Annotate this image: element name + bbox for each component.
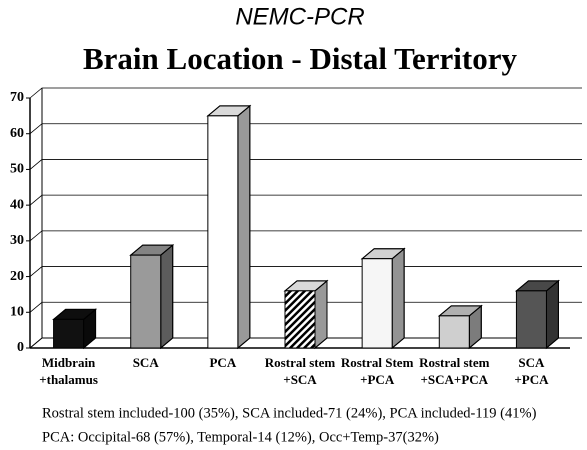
bar-front (284, 290, 316, 349)
x-tick-label: Rostral stem +SCA+PCA (419, 355, 490, 387)
grid-line (29, 230, 582, 242)
y-tick-label: 70 (10, 90, 24, 105)
note: PCA: Occipital-68 (57%), Temporal-14 (12… (42, 429, 439, 445)
x-tick-label: Rostral Stem +PCA (341, 355, 414, 387)
chart-subtitle: NEMC-PCR (235, 3, 364, 30)
x-tick-label: SCA +PCA (514, 355, 549, 387)
x-tick-label-line: SCA (518, 355, 545, 370)
grid-line (29, 266, 582, 277)
bar (437, 304, 483, 350)
y-tick-label: 40 (10, 197, 24, 212)
y-tick-label: 30 (10, 233, 24, 248)
x-tick-label-line: +SCA (283, 372, 317, 387)
x-tick-label: Midbrain +thalamus (39, 355, 98, 387)
bar-side-shade (314, 279, 328, 350)
x-tick-label: SCA (133, 355, 160, 370)
x-tick-label-line: Rostral Stem (341, 355, 414, 370)
bar-side-shade (237, 104, 251, 350)
bar-front (130, 254, 162, 349)
y-tick-label: 0 (17, 340, 24, 355)
x-tick-label-line: Midbrain (42, 355, 96, 370)
grid-line (29, 123, 582, 135)
bar-front (53, 318, 85, 349)
bar-side-shade (160, 244, 174, 350)
x-tick-label: PCA (209, 355, 236, 370)
y-tick-label: 10 (10, 305, 24, 320)
y-tick-label: 60 (10, 126, 24, 141)
note: Rostral stem included-100 (35%), SCA inc… (42, 405, 537, 421)
bar-front (207, 115, 239, 349)
grid-line (29, 194, 582, 206)
x-tick-label-line: +PCA (514, 372, 549, 387)
grid-line (29, 159, 582, 170)
bar (206, 104, 252, 350)
bar (283, 279, 329, 350)
x-tick-label-line: Rostral stem (419, 355, 490, 370)
bar-side-shade (391, 247, 405, 350)
bar-front (438, 315, 470, 349)
x-tick-label-line: +SCA+PCA (421, 372, 489, 387)
bar-front (515, 290, 547, 349)
x-tick-label-line: +thalamus (39, 372, 98, 387)
y-tick-label: 50 (10, 162, 24, 177)
grid-line (29, 87, 582, 99)
bar-side-shade (545, 279, 559, 350)
x-tick-label-line: PCA (209, 355, 236, 370)
bar-front (361, 258, 393, 349)
bar (52, 308, 97, 350)
y-tick-label: 20 (10, 269, 24, 284)
x-tick-label: Rostral stem +SCA (265, 355, 336, 387)
bar (129, 244, 175, 350)
bar (360, 247, 406, 350)
x-tick-label-line: SCA (133, 355, 160, 370)
chart-title: Brain Location - Distal Territory (83, 41, 517, 76)
x-tick-label-line: +PCA (360, 372, 395, 387)
x-tick-label-line: Rostral stem (265, 355, 336, 370)
bar (515, 279, 560, 350)
